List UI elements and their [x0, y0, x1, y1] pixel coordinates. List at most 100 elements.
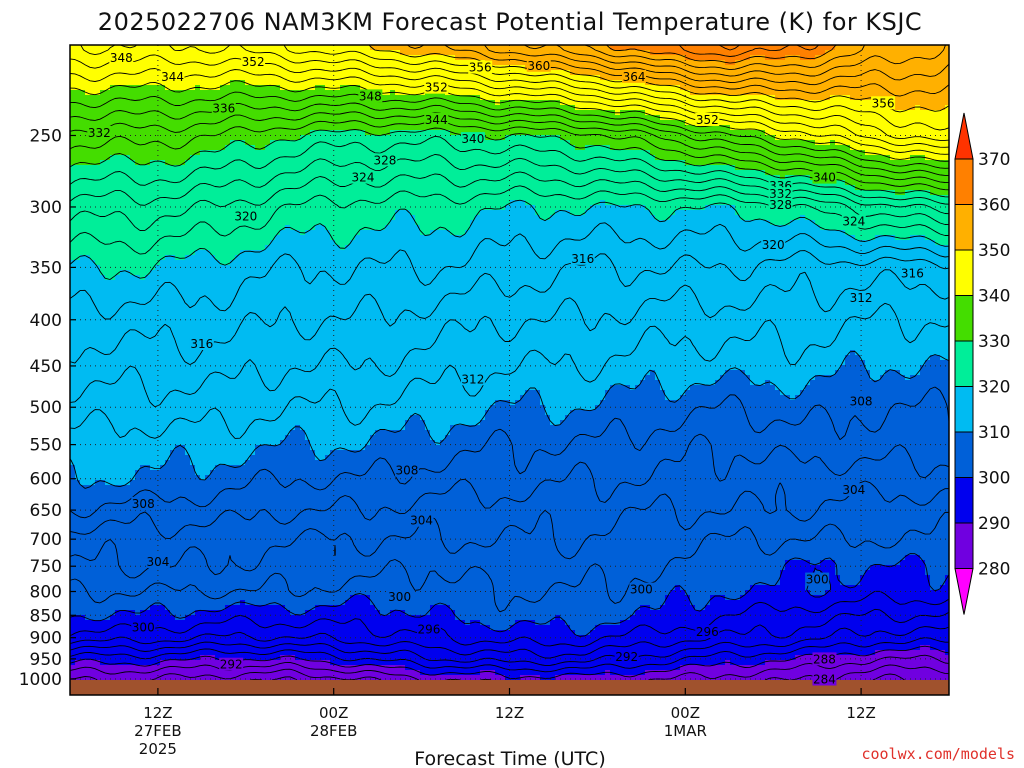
contour-label: 296	[417, 622, 440, 636]
colorbar-bottom-arrow	[954, 568, 974, 615]
contour-label: 300	[806, 573, 829, 587]
colorbar-label: 320	[978, 378, 1010, 398]
contour-label: 296	[696, 625, 719, 639]
colorbar-bin	[954, 431, 974, 478]
contour-label-bg	[812, 672, 837, 686]
site-credit: coolwx.com/models	[861, 745, 1015, 763]
colorbar-label: 280	[978, 560, 1010, 580]
x-tick-label: 00Z	[319, 704, 348, 722]
contour-label-bg	[460, 132, 485, 146]
ground-surface-bar	[70, 680, 949, 695]
contour-label-bg	[211, 101, 236, 115]
contour-label-bg	[160, 69, 185, 83]
contour-label: 356	[469, 61, 492, 75]
contour-label: 304	[146, 555, 169, 569]
contour-label: 352	[425, 81, 448, 95]
colorbar-label: 310	[978, 423, 1010, 443]
contour-label: 312	[461, 372, 484, 386]
contour-label-bg	[372, 153, 397, 167]
contour-label: 356	[872, 96, 895, 110]
colorbar-label: 330	[978, 332, 1010, 352]
y-tick-label: 750	[30, 557, 62, 577]
colorbar-label: 370	[978, 150, 1010, 170]
contour-label: 344	[161, 70, 184, 84]
contour-label-bg	[900, 266, 925, 280]
y-tick-label: 1000	[19, 670, 62, 690]
contour-label: 352	[696, 113, 719, 127]
contour-label: 284	[813, 673, 836, 687]
contour-label-bg	[805, 572, 830, 586]
contour-label: 364	[623, 70, 646, 84]
y-tick-label: 950	[30, 650, 62, 670]
y-axis-ticks: 250 300 350 400 450 500 550 600 650 700 750 800 850 9…	[19, 126, 76, 690]
contour-label-bg	[424, 80, 449, 94]
contour-label-bg	[768, 187, 793, 201]
contour-label: 316	[190, 337, 213, 351]
contour-label: 304	[842, 483, 865, 497]
contour-label: 360	[527, 59, 550, 73]
contour-label-bg	[241, 54, 266, 68]
contour-label: 304	[410, 514, 433, 528]
contour-label-bg	[109, 51, 134, 65]
contour-label: 324	[842, 215, 865, 229]
contour-label-bg	[614, 649, 639, 663]
colorbar-top-arrow	[954, 112, 974, 160]
y-tick-label: 400	[30, 311, 62, 331]
x-tick-label: 28FEB	[310, 722, 357, 740]
contour-label: 316	[901, 266, 924, 280]
contour-label-bg	[145, 554, 170, 568]
contour-label: 308	[132, 497, 155, 511]
contour-label-bg	[358, 89, 383, 103]
contour-label-bg	[622, 69, 647, 83]
colorbar-label: 300	[978, 469, 1010, 489]
colorbar-label: 340	[978, 287, 1010, 307]
theta-contour-path	[70, 45, 949, 695]
colorbar-bin	[954, 522, 974, 569]
colorbar-bin	[954, 340, 974, 387]
y-tick-label: 250	[30, 126, 62, 146]
contour-label-bg	[416, 622, 441, 636]
contour-label: 308	[395, 464, 418, 478]
contour-label-bg	[394, 463, 419, 477]
contour-label-bg	[131, 620, 156, 634]
y-tick-label: 600	[30, 470, 62, 490]
contour-label-bg	[812, 170, 837, 184]
contour-label-bg	[812, 652, 837, 666]
contour-label-bg	[87, 125, 112, 139]
y-tick-label: 900	[30, 629, 62, 649]
contour-label: 300	[630, 583, 653, 597]
contour-label: 328	[769, 198, 792, 212]
contour-label-bg	[871, 96, 896, 110]
x-tick-label: 27FEB	[134, 722, 181, 740]
theta-filled-field	[70, 45, 949, 695]
y-tick-label: 800	[30, 583, 62, 603]
contour-label: 320	[234, 210, 257, 224]
y-tick-label: 500	[30, 398, 62, 418]
contour-label: 344	[425, 113, 448, 127]
colorbar-bin	[954, 386, 974, 433]
colorbar-bin	[954, 158, 974, 205]
contour-label: 300	[132, 621, 155, 635]
contour-label-bg	[849, 394, 874, 408]
contour-label-bg	[351, 170, 375, 184]
contour-label: 316	[571, 252, 594, 266]
colorbar-bin	[954, 295, 974, 342]
contour-label: 332	[769, 187, 792, 201]
contour-label-bg	[131, 496, 156, 510]
contour-label-bg	[233, 209, 258, 223]
colorbar-bin	[954, 204, 974, 251]
contour-label: 292	[615, 650, 638, 664]
contour-label-bg	[409, 513, 434, 527]
contour-label: 308	[850, 394, 873, 408]
x-tick-label: 12Z	[143, 704, 172, 722]
x-tick-label: 00Z	[671, 704, 700, 722]
contour-label: 332	[88, 126, 111, 140]
colorbar-label: 350	[978, 241, 1010, 261]
colorbar-bin	[954, 249, 974, 296]
colorbar-label: 360	[978, 196, 1010, 216]
y-tick-label: 350	[30, 258, 62, 278]
y-tick-label: 850	[30, 606, 62, 626]
contour-label: 348	[110, 51, 133, 65]
